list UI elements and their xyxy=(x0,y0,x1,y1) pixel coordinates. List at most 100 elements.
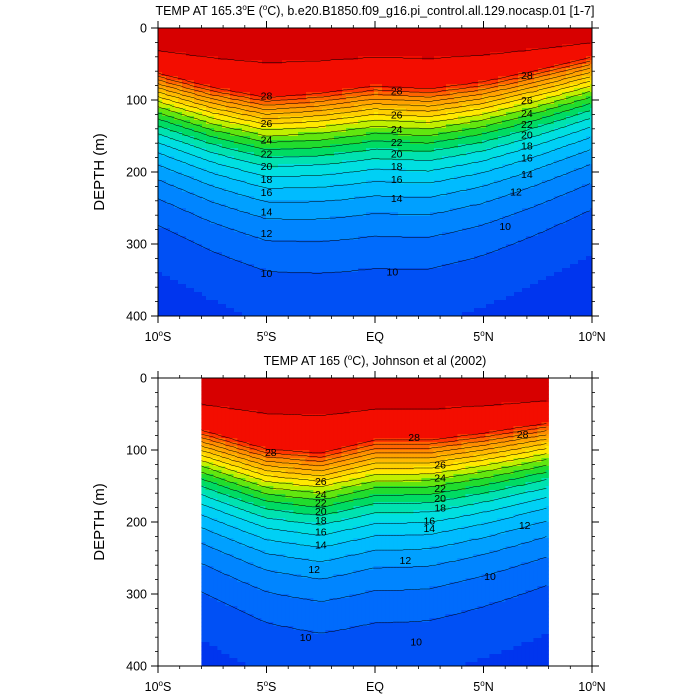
field-cell xyxy=(362,204,367,209)
field-cell xyxy=(170,112,175,117)
field-cell xyxy=(254,28,259,33)
field-cell xyxy=(386,300,391,305)
field-cell xyxy=(318,116,323,121)
field-cell xyxy=(326,280,331,285)
field-cell xyxy=(222,180,227,185)
field-cell xyxy=(182,120,187,125)
field-cell xyxy=(262,156,267,161)
field-cell xyxy=(354,252,359,257)
field-cell xyxy=(202,212,207,217)
field-cell xyxy=(358,188,363,193)
field-cell xyxy=(382,232,387,237)
field-cell xyxy=(414,172,419,177)
field-cell xyxy=(302,64,307,69)
field-cell xyxy=(338,136,343,141)
field-cell xyxy=(190,108,195,113)
field-cell xyxy=(166,196,171,201)
field-cell xyxy=(226,192,231,197)
field-cell xyxy=(414,176,419,181)
field-cell xyxy=(366,96,371,101)
field-cell xyxy=(214,300,219,305)
field-cell xyxy=(354,88,359,93)
field-cell xyxy=(210,260,215,265)
field-cell xyxy=(306,112,311,117)
field-cell xyxy=(350,264,355,269)
field-cell xyxy=(418,28,423,33)
field-cell xyxy=(226,180,231,185)
field-cell xyxy=(422,128,427,133)
field-cell xyxy=(394,200,399,205)
field-cell xyxy=(318,208,323,213)
field-cell xyxy=(290,36,295,41)
field-cell xyxy=(422,104,427,109)
field-cell xyxy=(350,236,355,241)
field-cell xyxy=(278,68,283,73)
field-cell xyxy=(406,288,411,293)
field-cell xyxy=(310,80,315,85)
field-cell xyxy=(322,200,327,205)
field-cell xyxy=(178,308,183,313)
field-cell xyxy=(350,232,355,237)
field-cell xyxy=(198,272,203,277)
field-cell xyxy=(394,196,399,201)
field-cell xyxy=(302,204,307,209)
field-cell xyxy=(202,116,207,121)
field-cell xyxy=(162,176,167,181)
field-cell xyxy=(270,52,275,57)
field-cell xyxy=(362,172,367,177)
field-cell xyxy=(174,36,179,41)
field-cell xyxy=(266,284,271,289)
field-cell xyxy=(390,308,395,313)
field-cell xyxy=(314,216,319,221)
field-cell xyxy=(306,164,311,169)
field-cell xyxy=(254,292,259,297)
field-cell xyxy=(370,140,375,145)
field-cell xyxy=(290,236,295,241)
field-cell xyxy=(334,292,339,297)
field-cell xyxy=(374,124,379,129)
field-cell xyxy=(314,176,319,181)
field-cell xyxy=(330,76,335,81)
field-cell xyxy=(334,184,339,189)
field-cell xyxy=(230,152,235,157)
field-cell xyxy=(418,300,423,305)
field-cell xyxy=(338,152,343,157)
field-cell xyxy=(182,100,187,105)
field-cell xyxy=(306,212,311,217)
field-cell xyxy=(430,232,435,237)
field-cell xyxy=(190,160,195,165)
field-cell xyxy=(158,208,163,213)
field-cell xyxy=(290,144,295,149)
field-cell xyxy=(226,28,231,33)
field-cell xyxy=(214,36,219,41)
field-cell xyxy=(310,192,315,197)
field-cell xyxy=(346,172,351,177)
field-cell xyxy=(226,260,231,265)
field-cell xyxy=(430,124,435,129)
field-cell xyxy=(422,160,427,165)
field-cell xyxy=(306,128,311,133)
field-cell xyxy=(418,228,423,233)
field-cell xyxy=(358,280,363,285)
field-cell xyxy=(198,268,203,273)
field-cell xyxy=(198,152,203,157)
field-cell xyxy=(430,208,435,213)
field-cell xyxy=(386,308,391,313)
field-cell xyxy=(190,84,195,89)
field-cell xyxy=(238,76,243,81)
field-cell xyxy=(286,284,291,289)
field-cell xyxy=(166,204,171,209)
field-cell xyxy=(366,136,371,141)
field-cell xyxy=(166,64,171,69)
field-cell xyxy=(198,132,203,137)
field-cell xyxy=(318,192,323,197)
field-cell xyxy=(166,156,171,161)
field-cell xyxy=(298,136,303,141)
field-cell xyxy=(274,96,279,101)
field-cell xyxy=(294,164,299,169)
field-cell xyxy=(218,224,223,229)
field-cell xyxy=(294,224,299,229)
field-cell xyxy=(414,232,419,237)
field-cell xyxy=(238,292,243,297)
field-cell xyxy=(170,292,175,297)
